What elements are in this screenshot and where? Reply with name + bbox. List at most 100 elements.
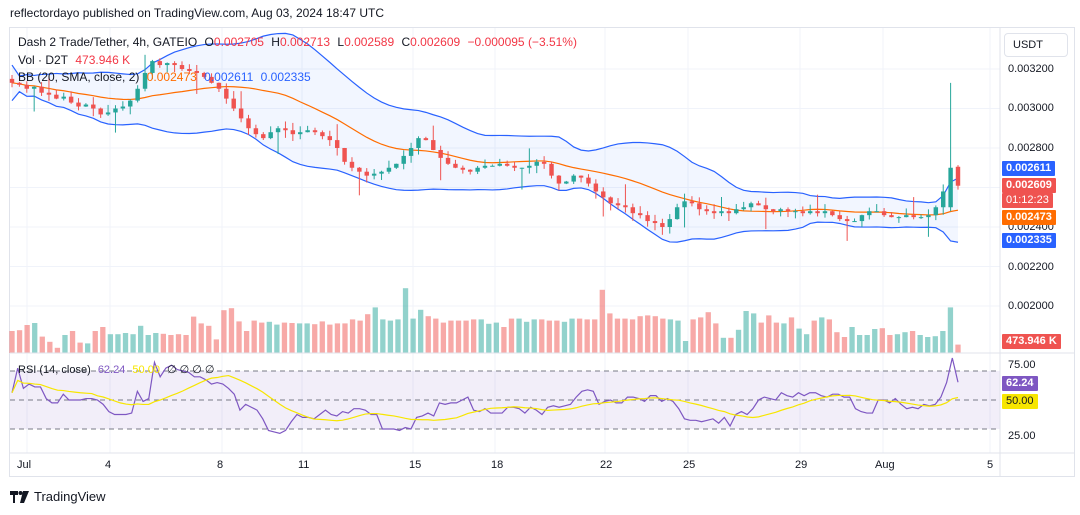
volume-bar — [811, 320, 817, 353]
candle-body — [468, 169, 473, 172]
bb-lower-value: 0.002335 — [260, 70, 311, 84]
candle-body — [564, 181, 569, 184]
candle-body — [674, 207, 680, 220]
candle-body — [91, 104, 96, 109]
candle-body — [128, 100, 133, 107]
rsi-pane — [10, 357, 1000, 434]
bb-upper-value: 0.002611 — [204, 70, 254, 84]
candle-body — [349, 161, 355, 168]
tradingview-brand[interactable]: TradingView — [10, 489, 106, 504]
volume-bar — [24, 325, 30, 353]
volume-bar — [296, 323, 303, 353]
volume-bar — [546, 320, 552, 353]
volume-bar — [304, 323, 310, 353]
time-label: 15 — [409, 459, 422, 471]
candle-body — [379, 171, 384, 174]
volume-bar — [629, 319, 636, 353]
candle-body — [408, 148, 414, 156]
volume-bar — [357, 320, 363, 353]
volume-bar — [92, 331, 98, 353]
candle-body — [608, 197, 613, 204]
volume-bar — [198, 323, 204, 353]
candle-body — [135, 88, 140, 101]
symbol-title: Dash 2 Trade/Tether, 4h, GATEIO — [18, 35, 198, 49]
volume-bar — [251, 320, 257, 353]
candle-body — [719, 211, 724, 214]
volume-bar — [796, 328, 802, 353]
candle-body — [593, 183, 599, 192]
volume-bar — [652, 316, 658, 353]
volume-bar — [69, 331, 76, 353]
candle-body — [24, 84, 29, 89]
volume-bar — [819, 317, 825, 353]
candle-body — [586, 177, 591, 184]
volume-bar — [826, 319, 832, 353]
volume-bar — [107, 334, 114, 353]
price-tick: 0.002800 — [1008, 142, 1054, 154]
candle-body — [556, 175, 562, 184]
volume-bar — [803, 334, 810, 353]
volume-bar — [720, 337, 727, 353]
bb-upper-line — [11, 32, 959, 204]
volume-bar — [16, 330, 23, 353]
candle-body — [290, 130, 296, 135]
candle-body — [453, 163, 458, 168]
candle-body — [519, 167, 525, 169]
volume-bar — [607, 313, 613, 353]
volume-legend: Vol · D2T 473.946 K — [18, 53, 134, 67]
volume-bar — [849, 327, 855, 353]
chart-frame[interactable] — [9, 27, 1075, 477]
candle-body — [201, 72, 207, 77]
volume-bar — [508, 318, 515, 353]
candle-body — [283, 128, 288, 131]
currency-selector[interactable]: USDT — [1004, 33, 1068, 57]
volume-bar — [77, 342, 83, 353]
volume-bars — [9, 288, 961, 353]
candle-body — [697, 203, 702, 210]
volume-bar — [751, 313, 757, 353]
candle-body — [896, 217, 902, 219]
volume-bar — [138, 325, 144, 353]
candle-body — [150, 61, 155, 73]
candle-body — [904, 215, 909, 218]
time-label: 25 — [683, 459, 696, 471]
volume-bar — [925, 337, 931, 353]
volume-bar — [387, 320, 394, 353]
bb-basis-tag: 0.002473 — [1002, 210, 1056, 225]
candle-body — [105, 112, 111, 115]
candle-body — [534, 161, 539, 166]
volume-bar — [698, 317, 704, 353]
volume-bar — [410, 318, 416, 353]
volume-bar — [523, 321, 530, 353]
volume-bar — [599, 289, 605, 353]
candle-body — [689, 201, 695, 204]
candle-body — [711, 211, 717, 214]
candle-body — [445, 157, 451, 164]
candle-body — [187, 69, 192, 71]
candle-body — [68, 96, 74, 103]
time-label: Jul — [17, 459, 32, 471]
candle-body — [334, 140, 340, 148]
brand-name: TradingView — [34, 489, 106, 504]
rsi-ma-tag: 50.00 — [1002, 394, 1038, 409]
candle-body — [298, 132, 303, 135]
candle-body — [179, 65, 185, 69]
volume-bar — [183, 335, 189, 353]
volume-bar — [365, 314, 371, 353]
candle-body — [601, 191, 606, 198]
volume-bar — [175, 334, 182, 353]
volume-bar — [153, 333, 159, 353]
candle-body — [837, 215, 842, 220]
rsi-ma-value: 50.00 — [132, 364, 160, 376]
volume-bar — [470, 319, 477, 353]
volume-bar — [735, 329, 742, 353]
volume-bar — [493, 322, 500, 353]
candles — [9, 54, 961, 241]
candle-body — [172, 63, 177, 66]
volume-bar — [766, 315, 772, 353]
candle-body — [216, 82, 222, 89]
candle-body — [497, 163, 502, 166]
candle-body — [364, 171, 369, 176]
candle-body — [98, 108, 103, 115]
